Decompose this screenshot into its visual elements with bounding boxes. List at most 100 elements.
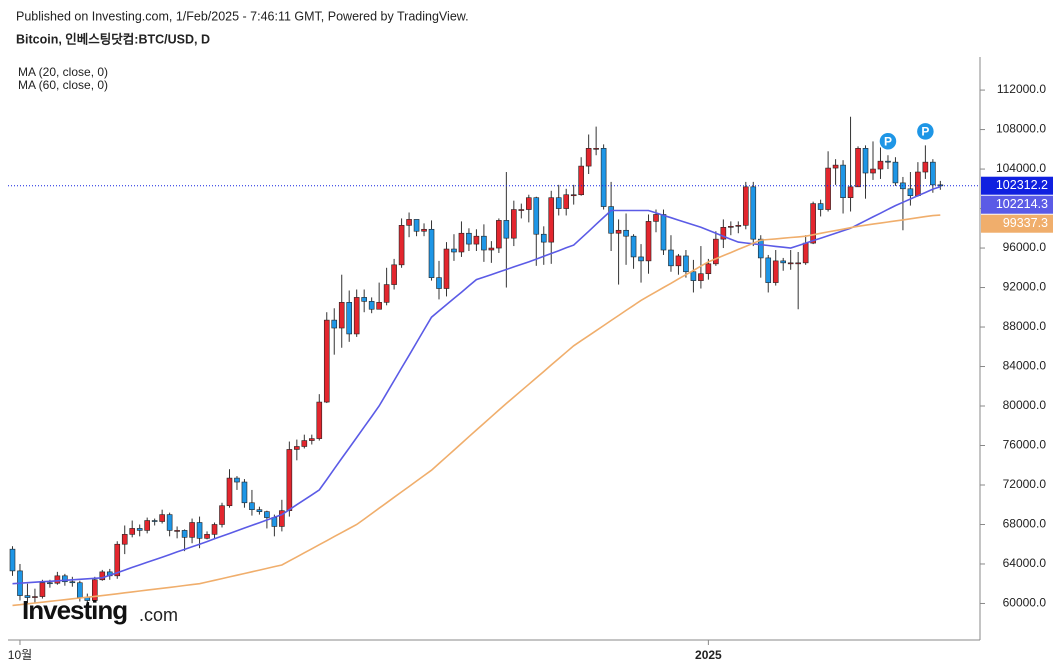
published-note: Published on Investing.com, 1/Feb/2025 -…: [16, 9, 469, 23]
candle-body: [368, 301, 375, 310]
candle-body: [503, 220, 510, 239]
candle-body: [548, 197, 555, 243]
candle-body: [421, 228, 427, 232]
candle-body: [742, 186, 749, 226]
legend-entry: MA (20, close, 0): [18, 65, 108, 79]
candle-body: [144, 520, 150, 531]
candle-body: [802, 242, 809, 264]
candle-body: [54, 575, 61, 584]
candle-body: [458, 232, 465, 253]
candle-body: [91, 579, 98, 601]
candle-body: [413, 219, 420, 232]
candle-body: [862, 148, 869, 174]
y-tick-label: 68000.0: [1003, 517, 1047, 531]
candle-body: [234, 477, 240, 483]
candle-body: [780, 260, 787, 264]
ma-line: [12, 214, 941, 607]
candle-body: [750, 186, 757, 240]
y-tick-label: 60000.0: [1003, 596, 1047, 610]
candle-body: [772, 260, 779, 283]
candle-body: [555, 197, 562, 209]
candle-body: [728, 226, 734, 228]
candle-body: [593, 148, 599, 150]
candle-body: [937, 184, 944, 187]
candle-body: [428, 228, 435, 278]
candle-body: [338, 302, 345, 329]
candle-body: [151, 520, 158, 522]
candle-body: [271, 517, 278, 527]
candle-body: [159, 514, 165, 522]
candle-body: [39, 582, 46, 597]
candle-body: [121, 534, 128, 545]
candle-body: [62, 575, 68, 583]
candle-body: [436, 277, 442, 289]
price-tag-label: 99337.3: [1003, 216, 1048, 230]
candle-body: [264, 511, 270, 518]
candle-body: [129, 528, 136, 535]
candle-body: [720, 227, 727, 240]
candle-body: [114, 543, 121, 577]
y-tick-label: 84000.0: [1003, 359, 1047, 373]
candle-body: [204, 534, 210, 539]
candle-body: [308, 438, 315, 441]
candle-body: [323, 319, 330, 403]
candle-body: [518, 209, 525, 211]
annotation-label: P: [884, 134, 892, 148]
plot-area: [9, 116, 944, 615]
candle-body: [653, 214, 659, 222]
price-tag: [981, 214, 1053, 233]
candle-body: [810, 203, 816, 244]
candle-body: [47, 582, 53, 585]
candle-body: [705, 263, 712, 275]
candle-body: [713, 238, 719, 265]
watermark-suffix: .com: [139, 605, 178, 625]
ma-line: [12, 185, 941, 585]
candle-body: [406, 219, 412, 226]
candle-body: [735, 225, 742, 227]
y-tick-label: 104000.0: [996, 161, 1046, 175]
candle-body: [443, 248, 450, 289]
candle-body: [817, 203, 824, 210]
candle-body: [877, 160, 884, 170]
candle-body: [196, 522, 203, 539]
legend-entry: MA (60, close, 0): [18, 78, 108, 92]
x-tick-label: 10월: [8, 648, 32, 662]
candle-body: [870, 168, 876, 174]
candle-body: [398, 225, 405, 266]
candle-body: [181, 530, 188, 538]
candle-body: [99, 571, 106, 581]
candle-body: [511, 209, 517, 239]
candle-body: [907, 188, 914, 197]
candle-body: [174, 530, 180, 532]
candle-body: [930, 161, 936, 186]
y-tick-label: 112000.0: [997, 82, 1046, 96]
candle-body: [189, 522, 195, 538]
candle-body: [361, 297, 367, 302]
candle-body: [32, 596, 38, 598]
candle-body: [219, 505, 225, 525]
candle-body: [376, 302, 382, 310]
candle-body: [383, 284, 390, 303]
candle-body: [279, 510, 285, 527]
candle-body: [698, 273, 704, 281]
candle-body: [533, 197, 540, 235]
candle-body: [211, 524, 218, 535]
candle-body: [353, 297, 360, 335]
price-tag: [981, 176, 1053, 195]
candle-body: [249, 502, 255, 510]
candle-body: [855, 148, 861, 188]
candle-body: [578, 165, 584, 196]
candle-body: [136, 528, 143, 531]
candle-body: [24, 595, 31, 598]
candle-body: [331, 319, 338, 329]
candle-body: [660, 214, 667, 251]
candle-body: [608, 206, 614, 234]
y-tick-label: 92000.0: [1003, 280, 1047, 294]
candle-body: [540, 233, 547, 243]
candle-body: [757, 238, 764, 259]
price-tag-label: 102214.3: [996, 197, 1048, 211]
candle-body: [391, 264, 397, 285]
candle-body: [683, 255, 689, 273]
